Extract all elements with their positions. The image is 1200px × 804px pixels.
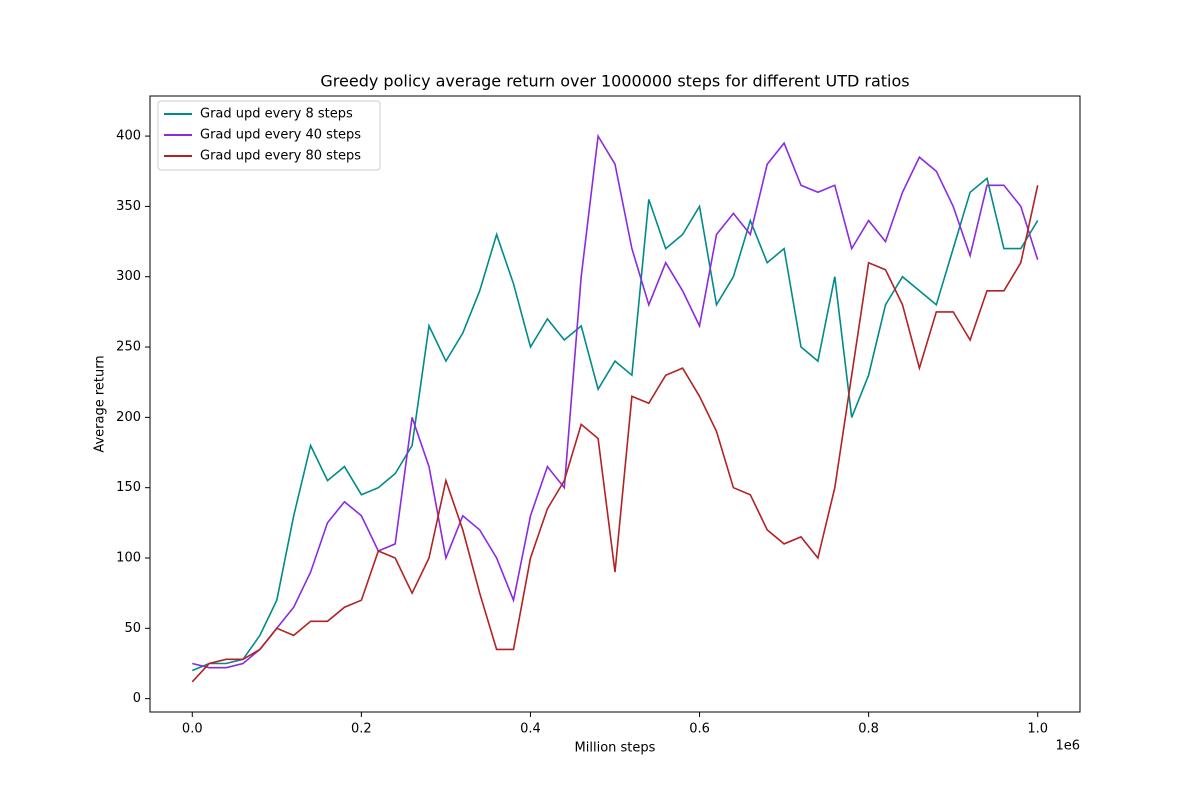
y-tick-label: 250: [116, 340, 141, 355]
y-tick-label: 300: [116, 269, 141, 284]
x-offset-label: 1e6: [1055, 739, 1080, 754]
x-axis-label: Million steps: [575, 741, 656, 756]
x-tick-label: 0.6: [689, 722, 710, 737]
y-tick-label: 400: [116, 129, 141, 144]
series-line: [192, 133, 1039, 669]
y-tick-label: 50: [124, 621, 141, 636]
x-tick-label: 1.0: [1027, 722, 1048, 737]
y-tick-label: 350: [116, 199, 141, 214]
y-tick-label: 200: [116, 410, 141, 425]
x-tick-label: 0.4: [520, 722, 541, 737]
y-axis-label: Average return: [93, 355, 108, 452]
legend-label: Grad upd every 8 steps: [200, 107, 353, 122]
legend-label: Grad upd every 80 steps: [200, 149, 361, 164]
y-tick-label: 150: [116, 480, 141, 495]
plot-frame: [149, 95, 1081, 713]
legend-label: Grad upd every 40 steps: [200, 128, 361, 143]
x-tick-label: 0.0: [182, 722, 203, 737]
x-tick-label: 0.8: [858, 722, 879, 737]
y-tick-label: 0: [133, 691, 141, 706]
y-tick-label: 100: [116, 551, 141, 566]
series-line: [191, 185, 1039, 683]
chart-title: Greedy policy average return over 100000…: [320, 72, 909, 91]
legend-box: [157, 100, 381, 171]
x-tick-label: 0.2: [351, 722, 372, 737]
series-line: [191, 176, 1039, 672]
